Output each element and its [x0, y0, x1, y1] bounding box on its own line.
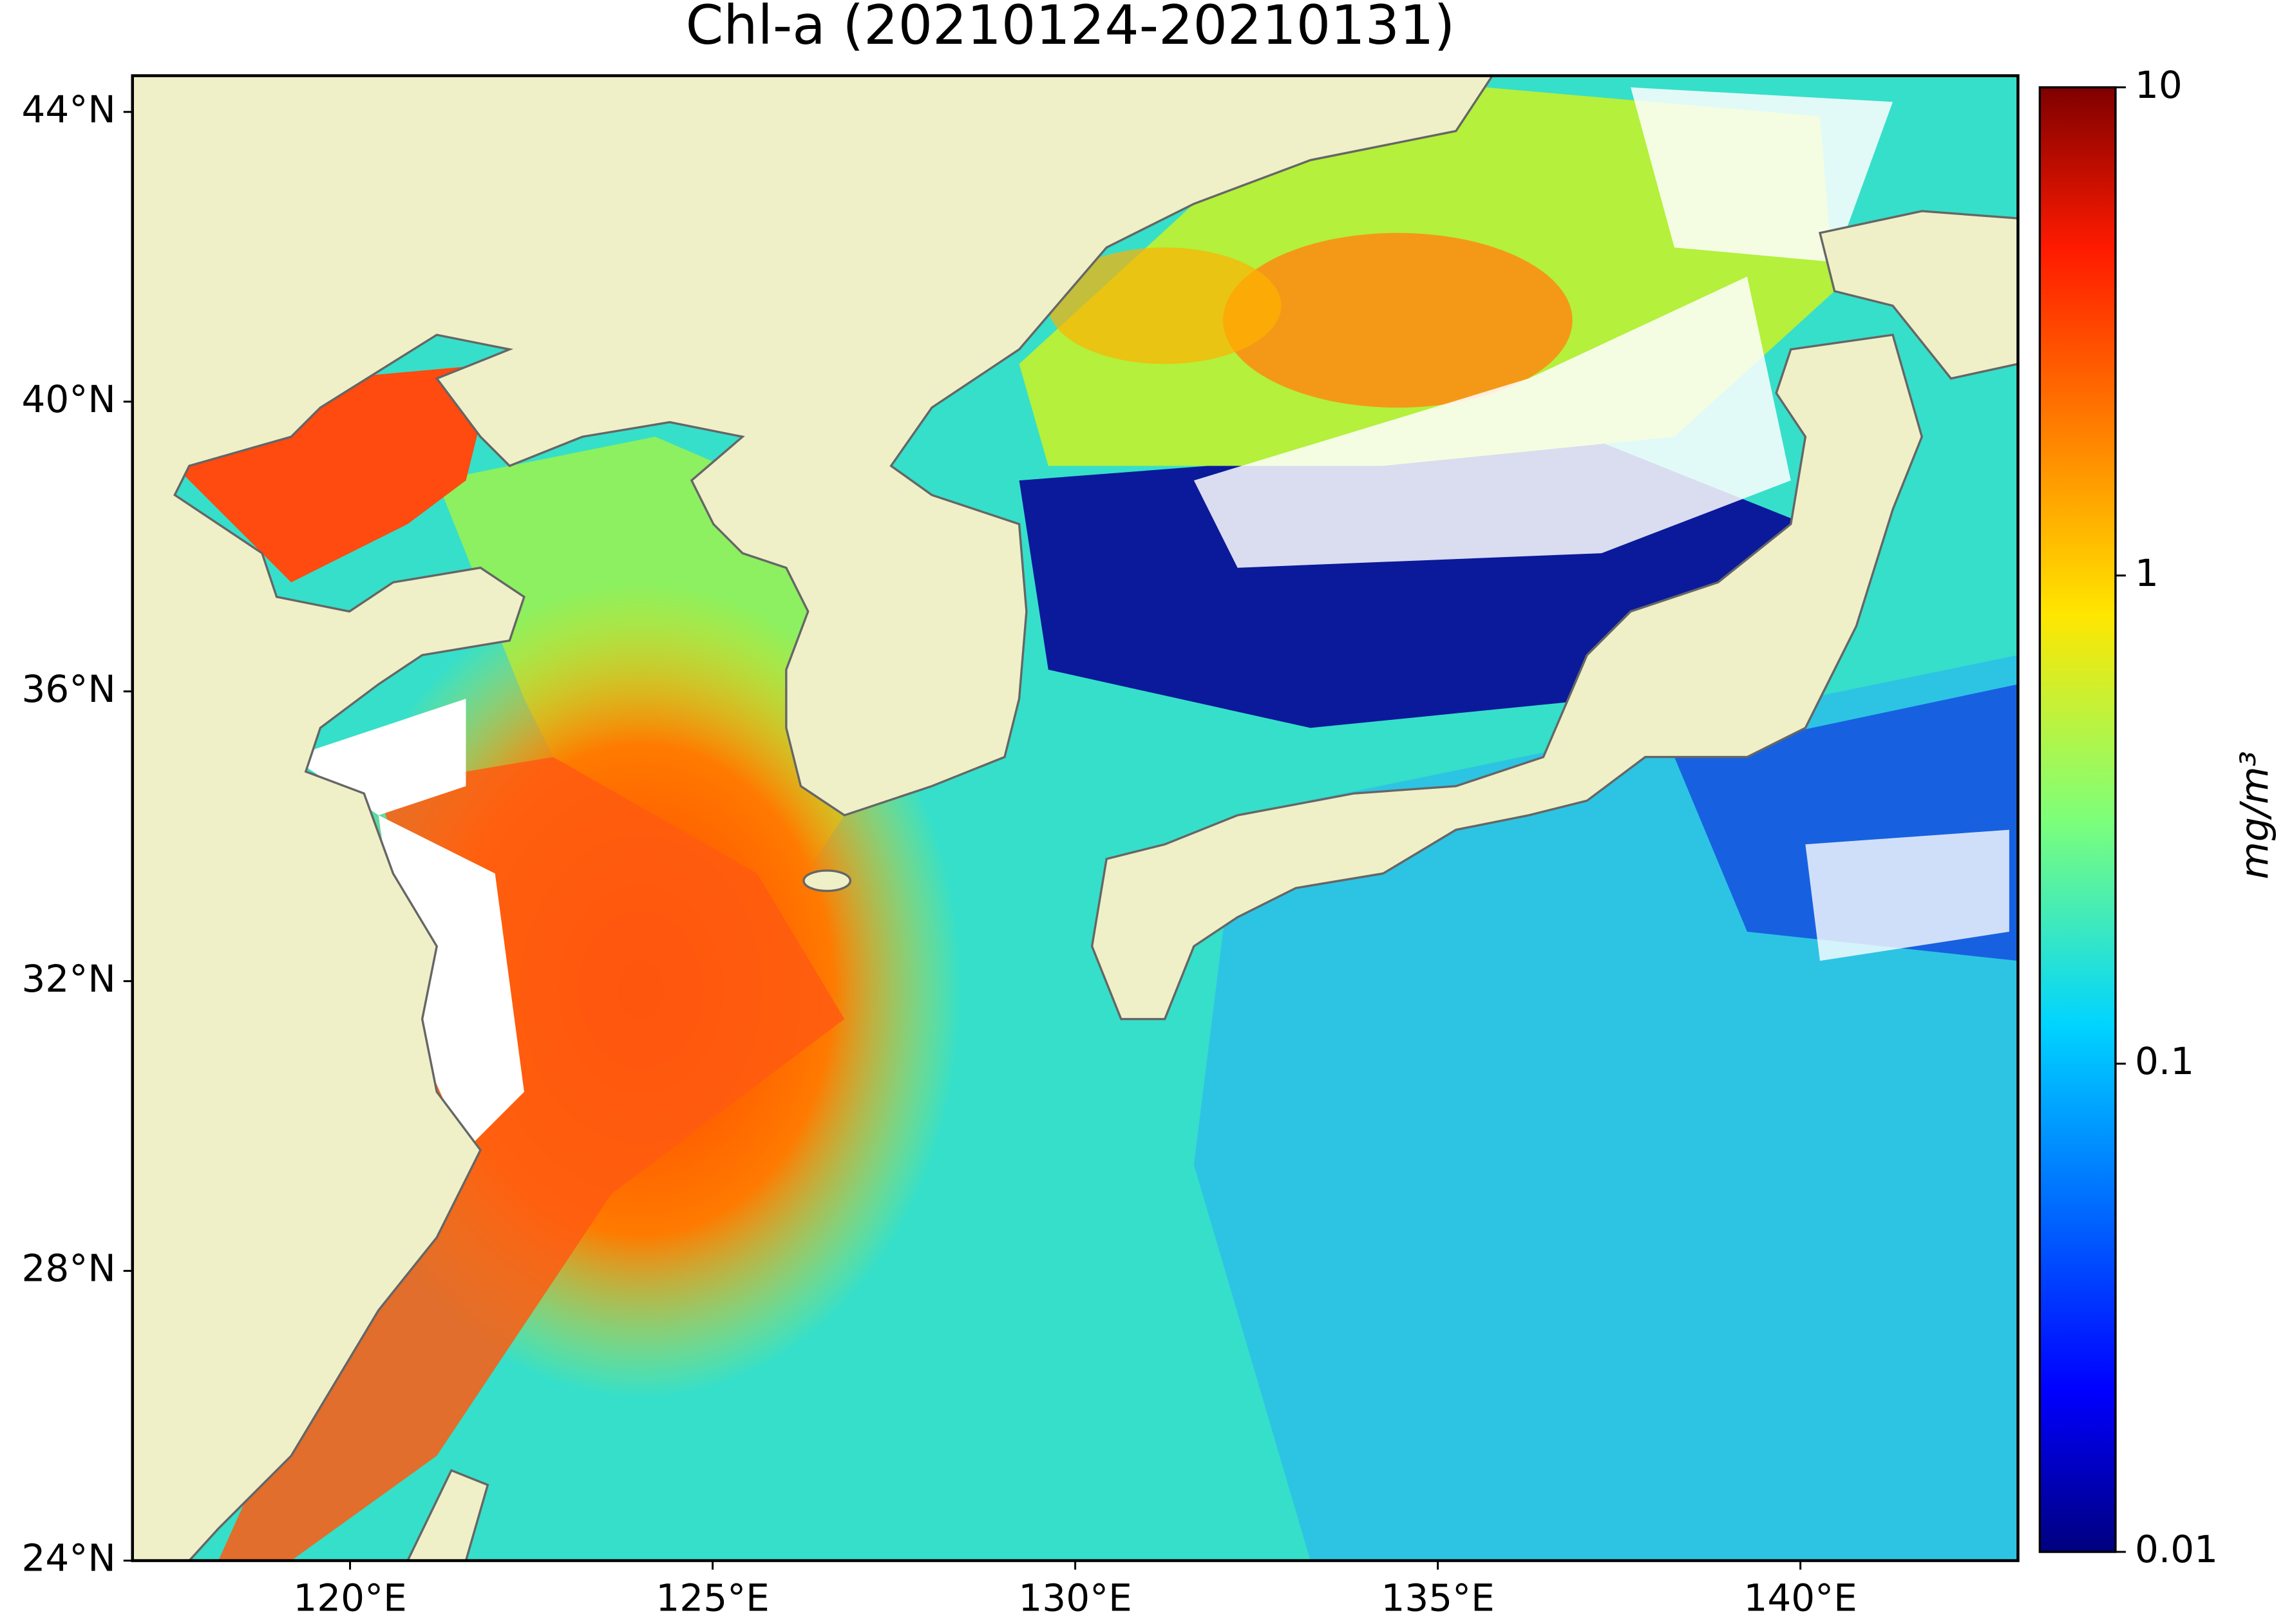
cloud — [378, 815, 524, 1151]
y-tick-label: 44°N — [22, 88, 116, 131]
ocean-region — [1048, 247, 1282, 364]
chart-title: Chl-a (20210124-20210131) — [686, 0, 1455, 57]
y-tick-label: 36°N — [22, 667, 116, 711]
ocean-region — [175, 364, 495, 583]
x-tick-label: 135°E — [1381, 1576, 1494, 1620]
y-tick-label: 32°N — [22, 957, 116, 1001]
land — [1090, 334, 1924, 1021]
ocean-region — [218, 757, 845, 1561]
x-tick-label: 130°E — [1018, 1576, 1132, 1620]
colorbar-tick-label: 1 — [2135, 551, 2159, 595]
land — [406, 1469, 489, 1561]
cloud — [1805, 829, 2009, 961]
colorbar-tick-label: 0.1 — [2135, 1039, 2194, 1083]
cloud — [1631, 87, 1893, 262]
land — [1818, 210, 2018, 380]
y-tick-label: 28°N — [22, 1247, 116, 1290]
colorbar-tick-label: 0.01 — [2135, 1527, 2218, 1571]
y-tick-label: 40°N — [22, 377, 116, 421]
y-tick-label: 24°N — [22, 1536, 116, 1580]
map — [131, 74, 2117, 1562]
map-image — [132, 75, 2018, 1561]
x-tick-label: 140°E — [1743, 1576, 1857, 1620]
colorbar — [2038, 86, 2117, 1553]
colorbar-tick-label: 10 — [2135, 63, 2183, 107]
cloud — [1193, 276, 1791, 568]
ocean-region — [1223, 232, 1573, 408]
colorbar-label: mg/m³ — [2233, 751, 2278, 879]
land — [802, 869, 852, 892]
x-tick-label: 120°E — [293, 1576, 406, 1620]
map-frame — [131, 74, 2020, 1562]
land — [132, 75, 1494, 1561]
x-tick-label: 125°E — [656, 1576, 769, 1620]
